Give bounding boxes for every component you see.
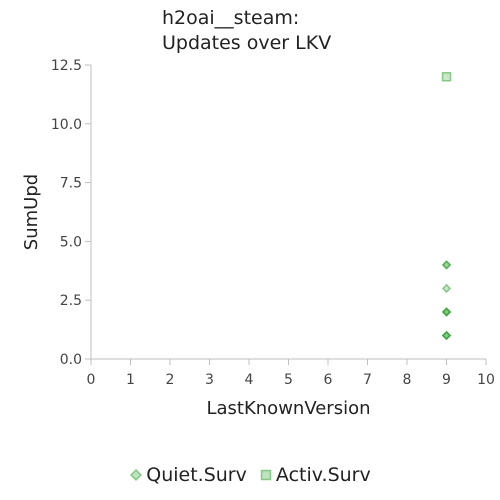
legend-item-quiet-surv: Quiet.Surv bbox=[129, 464, 247, 486]
chart-title-line-2: Updates over LKV bbox=[162, 32, 332, 54]
chart-legend: Quiet.Surv Activ.Surv bbox=[0, 464, 500, 487]
x-tick-label: 6 bbox=[324, 372, 333, 388]
y-axis-label: SumUpd bbox=[21, 174, 42, 250]
x-tick-label: 5 bbox=[284, 372, 293, 388]
legend-item-activ-surv: Activ.Surv bbox=[259, 464, 371, 486]
x-axis-label: LastKnownVersion bbox=[206, 398, 370, 419]
data-point-activ-surv bbox=[441, 72, 452, 82]
y-tick-label: 12.5 bbox=[51, 58, 82, 74]
square-marker-icon bbox=[260, 469, 272, 481]
diamond-marker-icon bbox=[130, 468, 143, 482]
x-tick-label: 0 bbox=[87, 372, 96, 388]
y-tick-label: 10.0 bbox=[51, 117, 82, 133]
x-tick-label: 7 bbox=[363, 372, 372, 388]
chart-title-line-1: h2oai__steam: bbox=[162, 7, 300, 29]
x-tick-label: 2 bbox=[166, 372, 175, 388]
x-tick-label: 10 bbox=[477, 372, 495, 388]
x-tick-label: 4 bbox=[245, 372, 254, 388]
data-point-quiet-surv bbox=[441, 283, 452, 294]
y-tick-label: 0.0 bbox=[60, 352, 82, 368]
x-tick-label: 3 bbox=[205, 372, 214, 388]
x-tick-label: 9 bbox=[442, 372, 451, 388]
y-tick-label: 7.5 bbox=[60, 176, 82, 192]
legend-label-activ-surv: Activ.Surv bbox=[275, 464, 371, 486]
legend-label-quiet-surv: Quiet.Surv bbox=[146, 464, 247, 486]
data-point-quiet-surv bbox=[441, 307, 452, 317]
x-tick-label: 8 bbox=[403, 372, 412, 388]
y-tick-label: 5.0 bbox=[60, 234, 82, 250]
y-tick-label: 2.5 bbox=[60, 293, 82, 309]
data-point-quiet-surv bbox=[441, 260, 452, 270]
x-tick-label: 1 bbox=[126, 372, 135, 388]
data-point-quiet-surv bbox=[441, 330, 452, 341]
